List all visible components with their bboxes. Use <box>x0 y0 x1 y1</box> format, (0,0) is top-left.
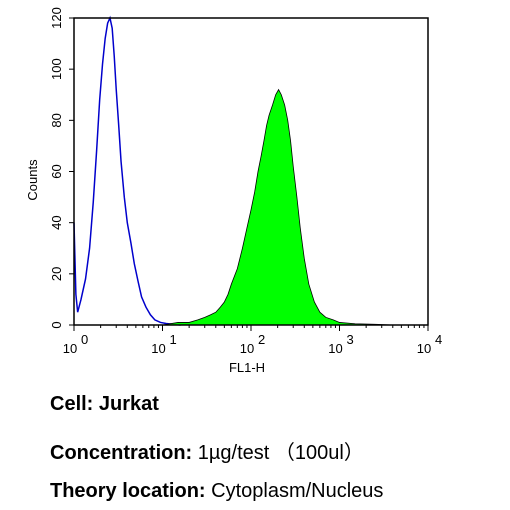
y-axis-label: Counts <box>25 159 40 201</box>
y-tick-label: 0 <box>49 321 64 328</box>
x-tick-label: 10 <box>151 341 165 356</box>
series-layer <box>73 15 393 326</box>
series-outline-histogram <box>73 15 181 326</box>
x-tick-label: 10 <box>63 341 77 356</box>
y-tick-label: 80 <box>49 113 64 127</box>
caption-theory: Theory location: Cytoplasm/Nucleus <box>50 480 383 503</box>
y-tick-label: 20 <box>49 267 64 281</box>
x-tick-label: 10 <box>417 341 431 356</box>
caption-concentration: Concentration: 1µg/test （100ul） <box>50 436 364 465</box>
y-axis-ticks: 0 20 40 60 80 100 120 <box>49 7 74 329</box>
x-tick-exponent: 0 <box>81 332 88 347</box>
y-tick-label: 100 <box>49 58 64 80</box>
caption-concentration-key: Concentration: <box>50 442 193 464</box>
x-axis-ticks: 10 0 10 1 10 2 10 3 10 4 <box>63 325 442 356</box>
caption-theory-value: Cytoplasm/Nucleus <box>211 480 384 502</box>
series-filled-histogram <box>162 88 393 326</box>
y-tick-label: 40 <box>49 215 64 229</box>
caption-theory-key: Theory location: <box>50 480 206 502</box>
x-tick-exponent: 1 <box>170 332 177 347</box>
caption-cell-key: Cell: <box>50 393 94 415</box>
x-tick-exponent: 3 <box>347 332 354 347</box>
caption-concentration-value: 1µg/test （100ul） <box>197 442 364 464</box>
x-tick-label: 10 <box>240 341 254 356</box>
x-tick-label: 10 <box>328 341 342 356</box>
y-tick-label: 120 <box>49 7 64 29</box>
x-tick-exponent: 2 <box>258 332 265 347</box>
caption-cell: Cell: Jurkat <box>50 393 159 416</box>
caption-cell-value: Jurkat <box>98 393 159 415</box>
x-tick-exponent: 4 <box>435 332 442 347</box>
y-tick-label: 60 <box>49 164 64 178</box>
x-axis-label: FL1-H <box>229 360 265 375</box>
